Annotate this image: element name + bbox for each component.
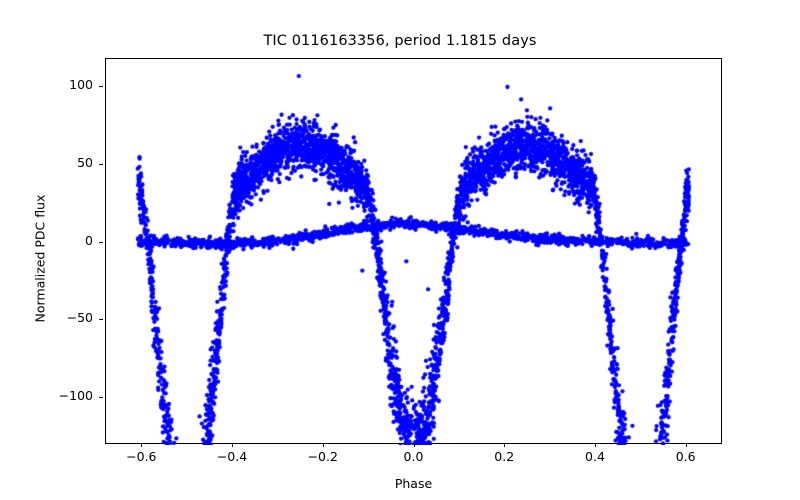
y-tick-mark [99, 241, 103, 243]
y-tick-label: −100 [58, 388, 93, 404]
x-tick-label: 0.6 [675, 449, 696, 464]
x-tick-mark [413, 443, 415, 447]
x-tick-label: 0.0 [403, 449, 424, 464]
page-title: TIC 0116163356, period 1.1815 days [263, 33, 537, 49]
scatter-data-layer [106, 59, 723, 445]
y-axis-label: Normalized PDC flux [32, 194, 48, 323]
y-tick-mark [99, 163, 103, 165]
x-tick-mark [141, 443, 143, 447]
y-tick-mark [99, 397, 103, 399]
x-tick-label: −0.4 [216, 449, 248, 464]
y-tick-label: 0 [85, 232, 93, 248]
y-tick-label: 50 [77, 154, 93, 170]
y-tick-mark [99, 319, 103, 321]
x-tick-label: −0.2 [307, 449, 338, 464]
x-tick-label: 0.4 [585, 449, 605, 464]
x-tick-mark [594, 443, 596, 447]
x-tick-label: 0.2 [494, 449, 515, 464]
x-axis-label: Phase [394, 476, 433, 491]
x-tick-mark [322, 443, 324, 447]
x-tick-mark [232, 443, 234, 447]
plot-axes [105, 58, 723, 445]
x-tick-mark [504, 443, 506, 447]
x-tick-mark [685, 443, 687, 447]
y-tick-label: 100 [69, 77, 93, 93]
y-tick-mark [99, 86, 103, 88]
x-tick-label: −0.6 [126, 449, 157, 464]
y-tick-label: −50 [66, 310, 93, 326]
